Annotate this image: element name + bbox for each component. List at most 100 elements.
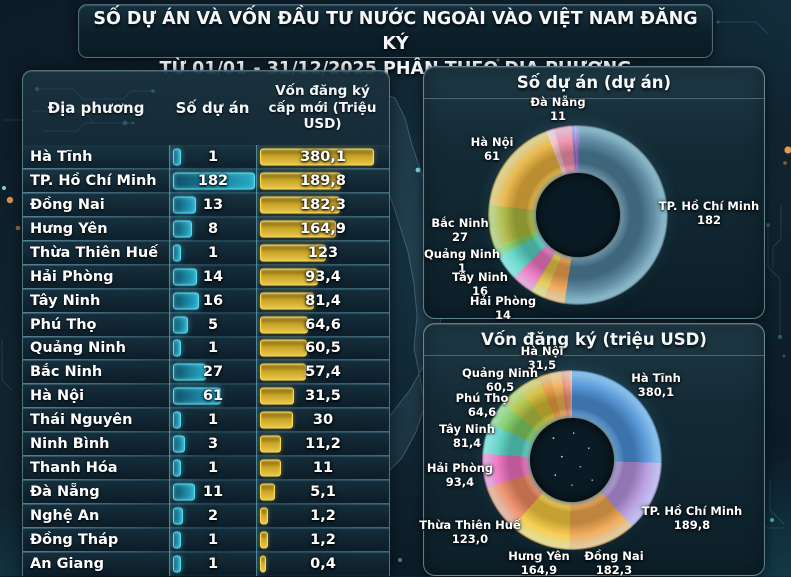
projects-donut-panel: Số dự án (dự án) Đà Nẵng 11 Hà Nội 61 Bắc Ni… [423, 66, 765, 322]
project-count-value: 1 [207, 460, 219, 477]
project-count-bar [173, 483, 195, 501]
capital-cell: 81,4 [256, 288, 389, 313]
project-count-bar [173, 507, 183, 525]
capital-value: 11,2 [305, 436, 341, 453]
project-count-bar [173, 196, 196, 214]
donut-label-name: TP. Hồ Chí Minh [658, 199, 760, 213]
capital-cell: 380,1 [256, 145, 389, 169]
capital-bar [260, 507, 268, 525]
province-name: Hà Nội [30, 388, 85, 405]
project-count-value: 16 [202, 292, 224, 309]
table-row: Đồng Tháp 1 1,2 [23, 528, 389, 553]
donut-label: Đồng Nai 182,3 [584, 549, 643, 577]
project-count-cell: 5 [169, 312, 256, 337]
province-name: Bắc Ninh [30, 364, 103, 381]
project-count-cell: 1 [169, 551, 256, 576]
donut-label-name: Hải Phòng [469, 294, 537, 308]
project-count-value: 13 [202, 196, 224, 213]
project-count-bar [173, 531, 181, 549]
province-name: Quảng Ninh [30, 340, 126, 357]
table-row: Hà Nội 61 31,5 [23, 384, 389, 410]
donut-label-name: Thừa Thiên Huế [419, 518, 521, 532]
province-name: Hà Tĩnh [30, 148, 93, 165]
donut-label-name: Đồng Nai [584, 549, 644, 563]
capital-cell: 123 [256, 240, 389, 265]
donut-label: Hà Tĩnh 380,1 [631, 371, 681, 399]
table-row: TP. Hồ Chí Minh 182 189,8 [23, 168, 389, 194]
capital-donut-panel: Vốn đăng ký (triệu USD) Hà Nội 31,5 Quảng … [419, 323, 765, 577]
project-count-value: 3 [207, 436, 219, 453]
capital-cell: 11,2 [256, 432, 389, 457]
capital-value: 164,9 [300, 220, 346, 237]
capital-value: 93,4 [305, 268, 341, 285]
table-row: Đà Nẵng 11 5,1 [23, 480, 389, 505]
table-header-row: Địa phương Số dự án Vốn đăng ký cấp mới … [23, 71, 389, 145]
donut-label-value: 164,9 [520, 563, 558, 577]
capital-cell: 5,1 [256, 480, 389, 505]
project-count-cell: 27 [169, 360, 256, 385]
table-body: Hà Tĩnh 1 380,1 TP. Hồ Chí Minh 182 189,8 Đồng… [23, 145, 389, 576]
donut-label-name: Hưng Yên [508, 549, 570, 563]
capital-value: 1,2 [310, 531, 336, 548]
donut-label-value: 14 [494, 308, 512, 322]
project-count-cell: 1 [169, 456, 256, 481]
donut-label: TP. Hồ Chí Minh 189,8 [642, 504, 742, 532]
project-count-bar [173, 292, 199, 310]
donut-label: Tây Ninh 16 [452, 270, 508, 298]
capital-bar [260, 148, 374, 166]
project-count-value: 182 [197, 172, 229, 189]
project-count-value: 14 [202, 268, 224, 285]
capital-bar [260, 411, 293, 429]
capital-cell: 1,2 [256, 528, 389, 552]
donut-label-name: TP. Hồ Chí Minh [641, 504, 743, 518]
donut-label-value: 123,0 [451, 532, 489, 546]
donut-label-name: Quảng Ninh [461, 366, 539, 380]
donut-label: Thừa Thiên Huế 123,0 [419, 518, 521, 546]
capital-cell: 0,4 [256, 551, 389, 576]
project-count-cell: 16 [169, 288, 256, 313]
donut-label: Hà Nội 61 [471, 135, 514, 163]
table-row: An Giang 1 0,4 [23, 551, 389, 576]
capital-value: 11 [312, 460, 334, 477]
capital-bar [260, 435, 281, 453]
donut-label-name: Bắc Ninh [431, 216, 489, 230]
table-row: Phú Thọ 5 64,6 [23, 312, 389, 338]
capital-bar [260, 387, 294, 405]
donut-label: TP. Hồ Chí Minh 182 [659, 199, 759, 227]
province-name: Thừa Thiên Huế [30, 244, 159, 261]
project-count-cell: 2 [169, 504, 256, 528]
donut-label-value: 182,3 [595, 563, 633, 577]
project-count-value: 27 [202, 364, 224, 381]
capital-bar [260, 220, 336, 238]
project-count-bar [173, 244, 181, 262]
table-row: Hà Tĩnh 1 380,1 [23, 145, 389, 170]
donut-label-name: Tây Ninh [439, 422, 495, 436]
donut-label: Hải Phòng 93,4 [427, 461, 493, 489]
table-row: Quảng Ninh 1 60,5 [23, 336, 389, 362]
project-count-value: 1 [207, 148, 219, 165]
table-row: Nghệ An 2 1,2 [23, 504, 389, 529]
capital-bar [260, 196, 340, 214]
capital-chart-title: Vốn đăng ký (triệu USD) [424, 324, 764, 356]
donut-label-name: Đà Nẵng [530, 95, 586, 109]
capital-bar [260, 292, 314, 310]
capital-cell: 164,9 [256, 216, 389, 241]
capital-bar [260, 483, 275, 501]
donut-label-value: 61 [483, 149, 501, 163]
project-count-value: 11 [202, 484, 224, 501]
capital-bar [260, 459, 281, 477]
capital-cell: 11 [256, 456, 389, 481]
capital-value: 0,4 [310, 555, 336, 572]
capital-bar [260, 531, 268, 549]
project-count-cell: 13 [169, 192, 256, 217]
title-line-1: SỐ DỰ ÁN VÀ VỐN ĐẦU TƯ NƯỚC NGOÀI VÀO VI… [93, 9, 698, 54]
donut-label-name: Hải Phòng [426, 461, 494, 475]
header-project-count: Số dự án [175, 99, 250, 117]
project-count-value: 5 [207, 316, 219, 333]
donut-label-name: Phú Thọ [455, 391, 509, 405]
donut-label-value: 1 [457, 261, 466, 275]
capital-value: 123 [307, 244, 339, 261]
project-count-bar [173, 148, 181, 166]
project-count-cell: 1 [169, 336, 256, 361]
table-row: Ninh Bình 3 11,2 [23, 432, 389, 458]
